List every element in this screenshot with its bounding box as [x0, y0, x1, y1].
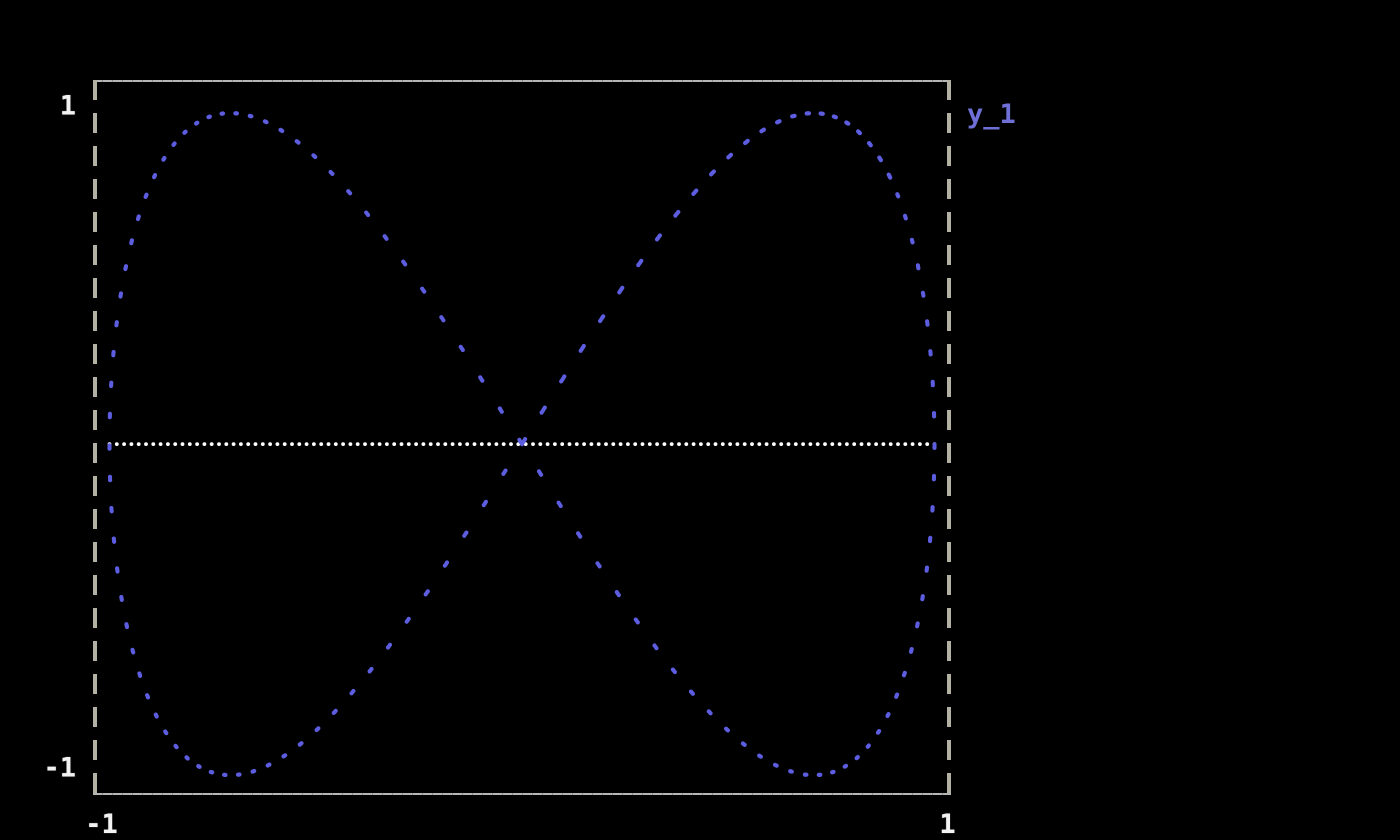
y-tick-label: -1 [43, 752, 76, 784]
y-tick-label: 1 [59, 90, 76, 122]
plot-area [93, 80, 951, 795]
plot-border-right-dashed [947, 80, 951, 795]
plot-border-top [93, 80, 951, 82]
curve-canvas [107, 111, 937, 778]
series-legend-label: y_1 [967, 99, 1016, 130]
x-tick-label: -1 [85, 809, 118, 840]
plot-border-bottom [93, 793, 951, 795]
x-tick-label: 1 [939, 809, 956, 840]
plot-border-left-dashed [93, 80, 97, 795]
